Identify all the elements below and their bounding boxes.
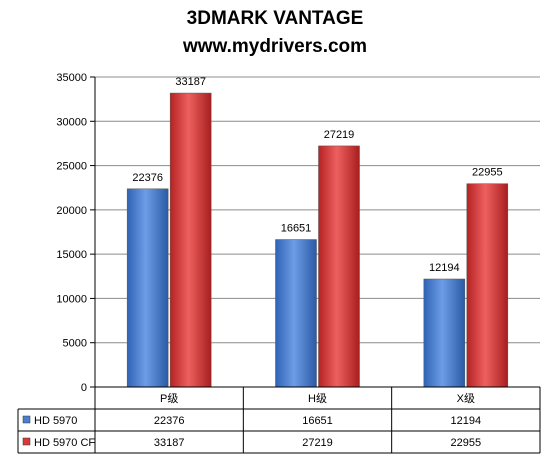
y-tick-label: 5000: [63, 338, 87, 350]
y-tick-label: 15000: [56, 249, 87, 261]
chart-subtitle: www.mydrivers.com: [182, 36, 368, 57]
bar-hd5970cf-0: [169, 92, 212, 388]
y-tick-label: 30000: [56, 116, 87, 128]
table-cell: 12194: [451, 415, 482, 427]
x-tick-label: X级: [457, 392, 475, 405]
data-label: 33187: [175, 76, 206, 88]
data-label: 16651: [281, 223, 312, 235]
bar-hd5970cf-2: [466, 183, 509, 388]
legend-label: HD 5970: [34, 415, 77, 427]
table-cell: 33187: [154, 437, 185, 449]
y-tick-label: 35000: [56, 72, 87, 84]
y-tick-label: 25000: [56, 161, 87, 173]
table-cell: 16651: [302, 415, 333, 427]
y-tick-label: 10000: [56, 293, 87, 305]
table-cell: 22955: [451, 437, 482, 449]
legend-label: HD 5970 CF: [34, 437, 95, 449]
table-cell: 22376: [154, 415, 185, 427]
data-label: 22376: [132, 172, 163, 184]
x-tick-label: P级: [160, 392, 178, 405]
data-label: 27219: [324, 129, 355, 141]
y-tick-label: 20000: [56, 205, 87, 217]
y-tick-label: 0: [81, 382, 87, 394]
bar-hd5970-2: [423, 278, 466, 388]
legend-swatch-0: [22, 415, 31, 424]
data-label: 12194: [429, 262, 460, 274]
data-label: 22955: [472, 167, 503, 179]
legend-swatch-1: [22, 437, 31, 446]
bar-hd5970cf-1: [318, 145, 360, 388]
chart-title: 3DMARK VANTAGE: [186, 8, 364, 29]
table-cell: 27219: [302, 437, 333, 449]
bar-hd5970-1: [275, 239, 317, 388]
x-tick-label: H级: [308, 392, 327, 405]
bar-hd5970-0: [126, 188, 169, 388]
